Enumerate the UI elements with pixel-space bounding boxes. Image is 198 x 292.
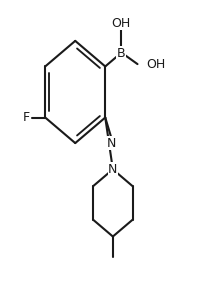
Text: N: N (107, 137, 117, 150)
Text: B: B (116, 47, 125, 60)
Text: F: F (23, 111, 30, 124)
Text: N: N (108, 163, 118, 176)
Text: OH: OH (111, 17, 130, 30)
Text: OH: OH (146, 58, 166, 72)
